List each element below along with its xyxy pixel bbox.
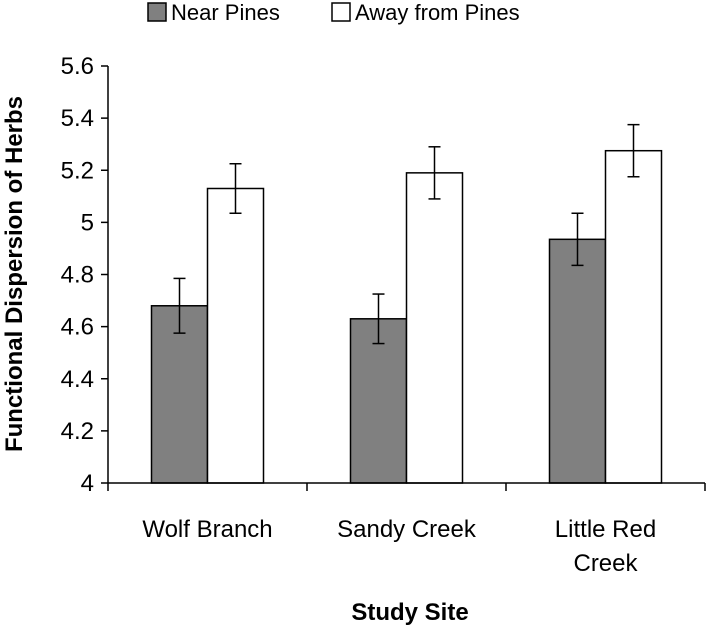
- legend-swatch: [331, 2, 351, 22]
- bar: [548, 238, 607, 484]
- bar: [604, 149, 663, 484]
- y-tick-label: 5.4: [61, 105, 94, 132]
- y-axis-title: Functional Dispersion of Herbs: [1, 96, 28, 452]
- legend-label: Near Pines: [171, 0, 280, 25]
- x-category-label: Creek: [573, 550, 638, 577]
- legend: Near Pines Away from Pines: [147, 0, 520, 25]
- y-tick-label: 5.2: [61, 157, 94, 184]
- y-tick-label: 4: [81, 470, 94, 497]
- x-category-label: Sandy Creek: [337, 516, 477, 543]
- y-tick-label: 4.6: [61, 314, 94, 341]
- y-tick-label: 5.6: [61, 53, 94, 80]
- x-category-label: Little Red: [555, 516, 656, 543]
- x-axis-title: Study Site: [351, 599, 468, 626]
- y-tick-label: 4.4: [61, 366, 94, 393]
- bar: [206, 187, 265, 484]
- legend-swatch: [147, 2, 167, 22]
- y-tick-label: 4.8: [61, 262, 94, 289]
- bars: [150, 123, 663, 484]
- legend-label: Away from Pines: [355, 0, 520, 25]
- y-axis: 4 4.2 4.4 4.6 4.8 5 5.2 5.4 5.6: [61, 53, 109, 497]
- x-axis: Wolf Branch Sandy Creek Little Red Creek: [107, 482, 706, 577]
- y-tick-label: 5: [81, 209, 94, 236]
- bar: [405, 172, 464, 484]
- y-tick-label: 4.2: [61, 418, 94, 445]
- x-category-label: Wolf Branch: [142, 516, 272, 543]
